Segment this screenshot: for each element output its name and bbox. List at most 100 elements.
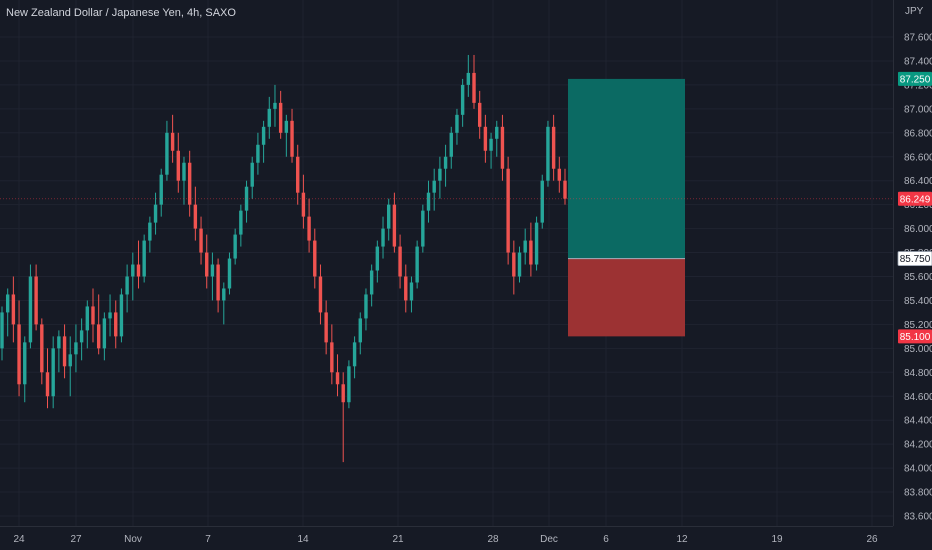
candle-body bbox=[261, 126, 266, 145]
x-tick-label: 6 bbox=[603, 534, 609, 545]
candle-body bbox=[74, 342, 78, 355]
candle-body bbox=[449, 132, 453, 157]
candle-body bbox=[79, 330, 84, 343]
candle-body bbox=[233, 234, 237, 259]
y-tick-label: 84.200 bbox=[904, 440, 932, 451]
candle-body bbox=[85, 306, 90, 331]
candle-body bbox=[91, 306, 95, 325]
x-tick-label: 28 bbox=[487, 534, 499, 545]
candle-body bbox=[563, 180, 567, 199]
profit-zone[interactable] bbox=[568, 78, 685, 259]
x-tick-label: 24 bbox=[13, 534, 25, 545]
y-tick-label: 85.200 bbox=[904, 320, 932, 331]
time-axis[interactable]: 24 27 Nov 7 14 21 28 Dec 6 12 19 26 bbox=[0, 526, 893, 546]
stop-price-badge-label: 85.100 bbox=[900, 332, 931, 343]
candle-body bbox=[523, 240, 527, 253]
candle-body bbox=[369, 270, 374, 295]
long-position-tool[interactable] bbox=[568, 78, 685, 337]
y-tick-label: 85.000 bbox=[904, 344, 932, 355]
entry-price-badge bbox=[897, 251, 932, 266]
y-tick-label: 87.400 bbox=[904, 56, 932, 67]
candle-body bbox=[148, 222, 152, 241]
candle-body bbox=[40, 324, 44, 373]
x-tick-label: Nov bbox=[124, 534, 142, 545]
x-tick-label: 27 bbox=[70, 534, 82, 545]
candle-body bbox=[284, 120, 289, 133]
candle-body bbox=[11, 294, 16, 325]
x-tick-label: 19 bbox=[771, 534, 783, 545]
candle-body bbox=[250, 162, 254, 187]
y-tick-label: 84.400 bbox=[904, 416, 932, 427]
candles bbox=[0, 54, 567, 463]
y-tick-label: 83.600 bbox=[904, 512, 932, 523]
y-tick-label: 86.400 bbox=[904, 176, 932, 187]
loss-zone[interactable] bbox=[568, 258, 685, 337]
y-tick-label: 86.600 bbox=[904, 152, 932, 163]
candle-body bbox=[557, 168, 562, 181]
target-price-badge bbox=[898, 71, 932, 86]
candle-body bbox=[324, 312, 328, 343]
candle-body bbox=[267, 108, 271, 127]
candle-body bbox=[426, 192, 431, 211]
y-tick-label: 85.400 bbox=[904, 296, 932, 307]
candle-body bbox=[187, 162, 192, 205]
candle-body bbox=[57, 336, 61, 349]
candle-body bbox=[460, 84, 465, 115]
candle-body bbox=[341, 384, 345, 403]
candle-body bbox=[455, 114, 459, 133]
candle-body bbox=[278, 102, 283, 133]
last-price-badge-label: 86.249 bbox=[900, 194, 931, 205]
candle-body bbox=[398, 246, 402, 277]
candle-body bbox=[318, 276, 323, 313]
candle-body bbox=[51, 348, 55, 397]
candle-body bbox=[443, 156, 448, 169]
y-tick-label: 85.600 bbox=[904, 272, 932, 283]
candle-body bbox=[392, 204, 397, 247]
candle-body bbox=[45, 372, 50, 397]
candle-body bbox=[216, 264, 220, 301]
candle-body bbox=[500, 126, 505, 169]
x-tick-label: 7 bbox=[205, 534, 211, 545]
y-tick-label: 86.800 bbox=[904, 128, 932, 139]
candle-body bbox=[131, 264, 135, 277]
candle-body bbox=[0, 312, 4, 349]
candle-body bbox=[193, 204, 198, 229]
candle-body bbox=[534, 222, 539, 265]
candle-body bbox=[205, 252, 209, 277]
x-tick-label: 12 bbox=[676, 534, 688, 545]
candle-body bbox=[415, 246, 419, 283]
candle-body bbox=[466, 72, 471, 85]
candle-body bbox=[540, 180, 544, 223]
candle-body bbox=[96, 324, 101, 349]
candle-body bbox=[102, 318, 107, 349]
candle-body bbox=[313, 240, 317, 277]
candle-body bbox=[335, 372, 340, 385]
y-tick-label: 84.800 bbox=[904, 368, 932, 379]
candle-body bbox=[358, 318, 362, 343]
candle-body bbox=[119, 294, 124, 337]
candle-body bbox=[62, 336, 67, 367]
candle-body bbox=[529, 240, 533, 265]
candle-body bbox=[170, 132, 175, 151]
candle-body bbox=[142, 240, 146, 277]
stop-price-badge bbox=[898, 329, 932, 344]
candle-body bbox=[495, 126, 499, 139]
candle-body bbox=[256, 144, 260, 163]
candle-body bbox=[68, 354, 72, 367]
candle-body bbox=[307, 216, 311, 241]
candle-body bbox=[375, 246, 380, 271]
candle-body bbox=[472, 72, 476, 103]
candle-body bbox=[290, 120, 294, 157]
candle-body bbox=[421, 210, 425, 247]
candle-body bbox=[432, 180, 436, 193]
candle-body bbox=[17, 324, 21, 385]
candle-body bbox=[176, 150, 180, 181]
candle-body bbox=[165, 132, 169, 175]
candle-body bbox=[512, 252, 516, 277]
x-tick-label: 14 bbox=[297, 534, 309, 545]
candle-body bbox=[477, 102, 482, 127]
grid bbox=[0, 0, 893, 526]
candle-body bbox=[114, 312, 118, 337]
